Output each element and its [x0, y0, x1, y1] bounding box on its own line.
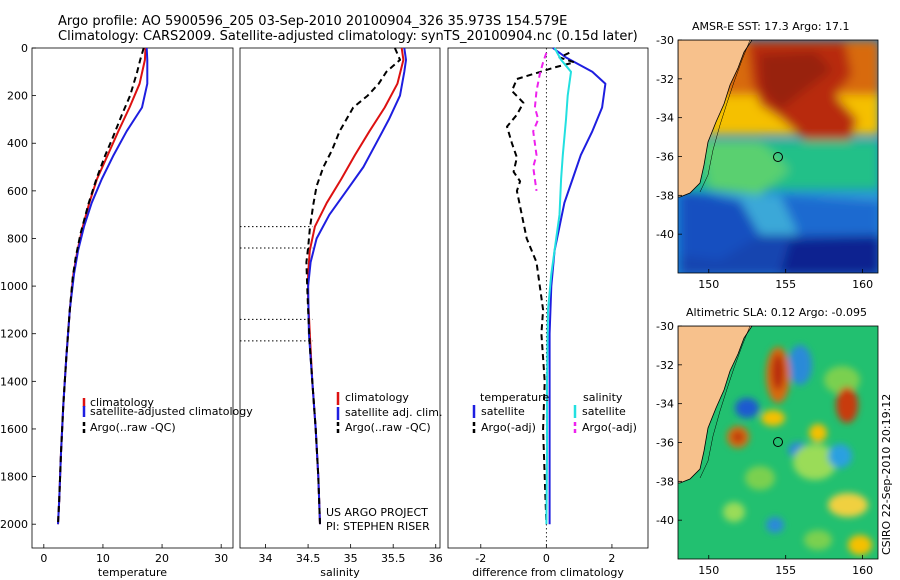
map-y-tick-label: -38 — [656, 189, 674, 202]
x-tick-label: 10 — [96, 552, 110, 565]
x-tick-label: 35 — [344, 552, 358, 565]
legend-label: Argo(-adj) — [582, 421, 637, 434]
difference-legend: temperature satellite Argo(-adj) salinit… — [472, 391, 637, 434]
series-line-temperature-argo — [506, 51, 576, 525]
x-tick-label: 0 — [40, 552, 47, 565]
map-y-tick-label: -36 — [656, 151, 674, 164]
legend-label: satellite — [481, 405, 525, 418]
salinity-legend: climatology satellite adj. clim. Argo(..… — [336, 391, 442, 434]
legend-label: satellite — [582, 405, 626, 418]
project-note: US ARGO PROJECT — [326, 506, 428, 519]
land-coastline — [678, 40, 753, 198]
map-y-tick-label: -30 — [656, 320, 674, 333]
y-tick-label: 1600 — [0, 423, 28, 436]
temperature-panel: 0 200 400 600 800 1000 1200 1400 1600 1800 2000 0 10… — [0, 42, 234, 579]
header-line-2: Climatology: CARS2009. Satellite-adjuste… — [58, 29, 638, 44]
legend-label: Argo(-adj) — [481, 421, 536, 434]
plot-frame — [31, 47, 234, 549]
argo-float-marker — [773, 152, 783, 162]
y-tick-label: 1000 — [0, 280, 28, 293]
series-line-temperature-satellite — [548, 47, 607, 525]
salinity-panel: 34 34.5 35 35.5 36 salinity — [239, 47, 443, 579]
map-x-tick-label: 155 — [775, 278, 796, 291]
y-tick-label: 1800 — [0, 471, 28, 484]
legend-label: Argo(..raw -QC) — [345, 421, 431, 434]
x-tick-label: 35.5 — [381, 552, 406, 565]
map-x-tick-label: 150 — [698, 278, 719, 291]
map-y-tick-label: -30 — [656, 34, 674, 47]
legend-label: satellite-adjusted climatology — [90, 405, 253, 418]
sst-map: AMSR-E SST: 17.3 Argo: 17.1 150 155 160 -30… — [656, 20, 879, 291]
series-line-argo — [305, 47, 401, 525]
x-tick-label: 34 — [259, 552, 273, 565]
x-tick-label: 30 — [214, 552, 228, 565]
temperature-legend: climatology satellite-adjusted climatolo… — [82, 396, 253, 434]
legend-heading: temperature — [480, 391, 549, 404]
series-line-salinity-argo — [532, 52, 548, 192]
series-line-salinity-satellite — [545, 47, 572, 525]
x-tick-label: 36 — [429, 552, 443, 565]
sla-map: Altimetric SLA: 0.12 Argo: -0.095 — [656, 306, 879, 577]
argo-float-marker — [773, 437, 783, 447]
map-y-tick-label: -40 — [656, 514, 674, 527]
legend-label: climatology — [90, 396, 154, 409]
map-x-tick-label: 160 — [852, 564, 873, 577]
x-tick-label: -2 — [475, 552, 486, 565]
legend-label: climatology — [345, 391, 409, 404]
timestamp-stamp: CSIRO 22-Sep-2010 20:19:12 — [880, 394, 893, 555]
sla-map-title: Altimetric SLA: 0.12 Argo: -0.095 — [686, 306, 867, 319]
map-y-tick-label: -38 — [656, 475, 674, 488]
y-tick-label: 200 — [7, 90, 28, 103]
map-y-tick-label: -40 — [656, 228, 674, 241]
pi-note: PI: STEPHEN RISER — [326, 520, 430, 533]
header-line-1: Argo profile: AO 5900596_205 03-Sep-2010… — [58, 14, 568, 29]
y-tick-label: 1400 — [0, 375, 28, 388]
map-x-tick-label: 150 — [698, 564, 719, 577]
plot-frame — [447, 47, 649, 549]
y-tick-label: 600 — [7, 185, 28, 198]
x-tick-label: 2 — [608, 552, 615, 565]
map-y-tick-label: -36 — [656, 437, 674, 450]
y-tick-label: 800 — [7, 232, 28, 245]
map-x-tick-label: 155 — [775, 564, 796, 577]
map-y-tick-label: -34 — [656, 398, 674, 411]
land-coastline — [678, 326, 753, 484]
series-line-satellite — [307, 47, 407, 525]
x-axis-label: difference from climatology — [472, 566, 624, 579]
x-tick-label: 0 — [543, 552, 550, 565]
y-tick-label: 400 — [7, 137, 28, 150]
legend-heading: salinity — [583, 391, 623, 404]
x-tick-label: 20 — [155, 552, 169, 565]
map-y-tick-label: -32 — [656, 359, 674, 372]
series-line-climatology — [57, 47, 147, 525]
y-tick-label: 1200 — [0, 328, 28, 341]
map-x-tick-label: 160 — [852, 278, 873, 291]
x-axis-label: salinity — [320, 566, 360, 579]
x-axis-label: temperature — [98, 566, 167, 579]
sst-map-title: AMSR-E SST: 17.3 Argo: 17.1 — [692, 20, 850, 33]
legend-label: satellite adj. clim. — [345, 406, 442, 419]
y-tick-label: 2000 — [0, 518, 28, 531]
x-tick-label: 34.5 — [296, 552, 321, 565]
map-y-tick-label: -32 — [656, 73, 674, 86]
y-tick-label: 0 — [21, 42, 28, 55]
series-line-argo — [57, 47, 145, 525]
map-y-tick-label: -34 — [656, 112, 674, 125]
plot-frame — [239, 47, 441, 549]
legend-label: Argo(..raw -QC) — [90, 421, 176, 434]
